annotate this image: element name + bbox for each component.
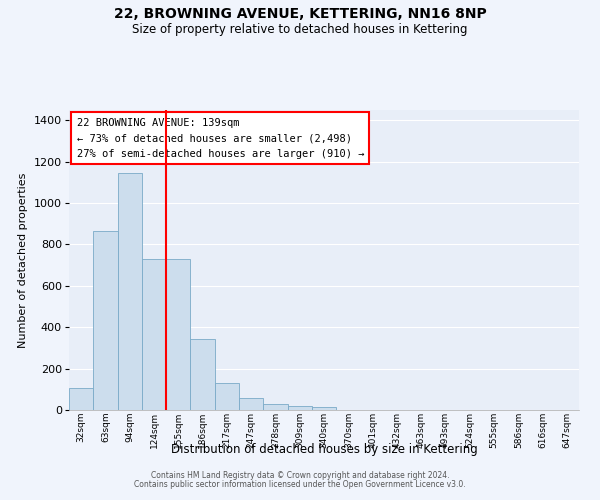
Bar: [166, 259, 190, 410]
Bar: [69, 388, 93, 410]
Bar: [312, 407, 336, 410]
Text: Contains HM Land Registry data © Crown copyright and database right 2024.: Contains HM Land Registry data © Crown c…: [151, 471, 449, 480]
Text: 22 BROWNING AVENUE: 139sqm
← 73% of detached houses are smaller (2,498)
27% of s: 22 BROWNING AVENUE: 139sqm ← 73% of deta…: [77, 118, 364, 158]
Bar: [239, 398, 263, 410]
Text: Contains public sector information licensed under the Open Government Licence v3: Contains public sector information licen…: [134, 480, 466, 489]
Text: Size of property relative to detached houses in Kettering: Size of property relative to detached ho…: [132, 22, 468, 36]
Bar: [118, 173, 142, 410]
Y-axis label: Number of detached properties: Number of detached properties: [19, 172, 28, 348]
Text: Distribution of detached houses by size in Kettering: Distribution of detached houses by size …: [170, 442, 478, 456]
Bar: [93, 231, 118, 410]
Bar: [142, 259, 166, 410]
Bar: [190, 338, 215, 410]
Bar: [215, 383, 239, 410]
Bar: [263, 404, 287, 410]
Bar: [287, 406, 312, 410]
Text: 22, BROWNING AVENUE, KETTERING, NN16 8NP: 22, BROWNING AVENUE, KETTERING, NN16 8NP: [113, 8, 487, 22]
